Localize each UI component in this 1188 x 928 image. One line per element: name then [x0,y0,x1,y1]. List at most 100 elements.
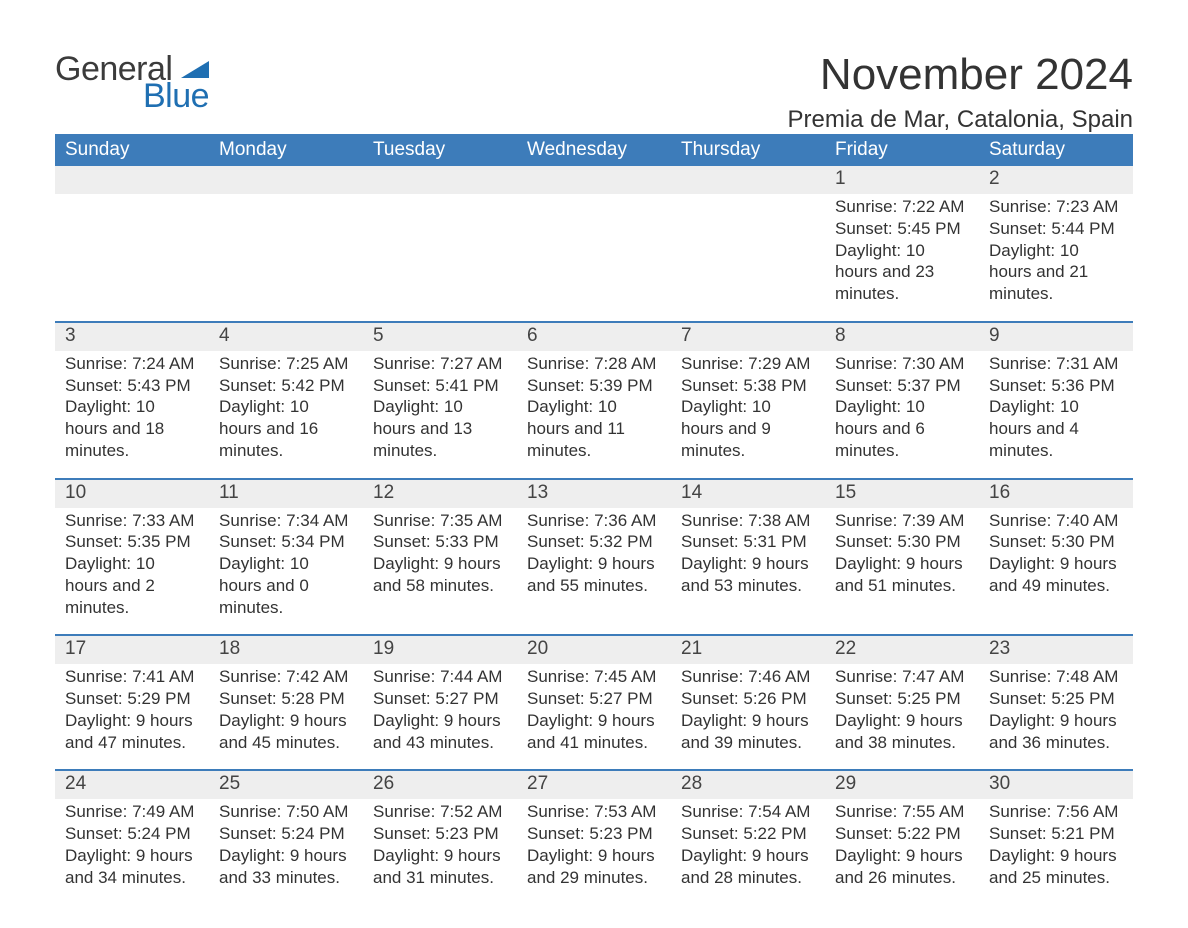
header: General Blue November 2024 Premia de Mar… [55,50,1133,116]
day-content: Sunrise: 7:46 AMSunset: 5:26 PMDaylight:… [671,664,825,753]
day-content: Sunrise: 7:48 AMSunset: 5:25 PMDaylight:… [979,664,1133,753]
day-number: 21 [671,636,825,664]
calendar-day: 18Sunrise: 7:42 AMSunset: 5:28 PMDayligh… [209,636,363,753]
calendar-header-row: Sunday Monday Tuesday Wednesday Thursday… [55,134,1133,166]
day-number: 23 [979,636,1133,664]
calendar-day [671,166,825,305]
calendar-day: 3Sunrise: 7:24 AMSunset: 5:43 PMDaylight… [55,323,209,462]
day-number [209,166,363,194]
sunrise-line: Sunrise: 7:30 AM [835,353,969,375]
sunset-line: Sunset: 5:36 PM [989,375,1123,397]
calendar-day: 2Sunrise: 7:23 AMSunset: 5:44 PMDaylight… [979,166,1133,305]
day-number: 26 [363,771,517,799]
day-content: Sunrise: 7:33 AMSunset: 5:35 PMDaylight:… [55,508,209,619]
sunset-line: Sunset: 5:43 PM [65,375,199,397]
calendar-day: 22Sunrise: 7:47 AMSunset: 5:25 PMDayligh… [825,636,979,753]
sunset-line: Sunset: 5:34 PM [219,531,353,553]
day-number: 1 [825,166,979,194]
sunset-line: Sunset: 5:29 PM [65,688,199,710]
day-number: 13 [517,480,671,508]
day-content: Sunrise: 7:28 AMSunset: 5:39 PMDaylight:… [517,351,671,462]
daylight-line: Daylight: 9 hours and 53 minutes. [681,553,815,597]
sunset-line: Sunset: 5:28 PM [219,688,353,710]
day-number [363,166,517,194]
sunset-line: Sunset: 5:24 PM [65,823,199,845]
sunset-line: Sunset: 5:32 PM [527,531,661,553]
day-content: Sunrise: 7:47 AMSunset: 5:25 PMDaylight:… [825,664,979,753]
daylight-line: Daylight: 9 hours and 33 minutes. [219,845,353,889]
daylight-line: Daylight: 9 hours and 25 minutes. [989,845,1123,889]
sunset-line: Sunset: 5:21 PM [989,823,1123,845]
daylight-line: Daylight: 10 hours and 2 minutes. [65,553,199,618]
day-content: Sunrise: 7:27 AMSunset: 5:41 PMDaylight:… [363,351,517,462]
day-number: 19 [363,636,517,664]
sunrise-line: Sunrise: 7:39 AM [835,510,969,532]
sunset-line: Sunset: 5:30 PM [989,531,1123,553]
day-content: Sunrise: 7:34 AMSunset: 5:34 PMDaylight:… [209,508,363,619]
calendar-day [55,166,209,305]
day-content: Sunrise: 7:52 AMSunset: 5:23 PMDaylight:… [363,799,517,888]
sunset-line: Sunset: 5:27 PM [373,688,507,710]
sunrise-line: Sunrise: 7:34 AM [219,510,353,532]
daylight-line: Daylight: 10 hours and 13 minutes. [373,396,507,461]
day-content: Sunrise: 7:53 AMSunset: 5:23 PMDaylight:… [517,799,671,888]
sunset-line: Sunset: 5:25 PM [989,688,1123,710]
sunset-line: Sunset: 5:35 PM [65,531,199,553]
daylight-line: Daylight: 9 hours and 34 minutes. [65,845,199,889]
daylight-line: Daylight: 9 hours and 29 minutes. [527,845,661,889]
daylight-line: Daylight: 9 hours and 45 minutes. [219,710,353,754]
calendar-day: 12Sunrise: 7:35 AMSunset: 5:33 PMDayligh… [363,480,517,619]
calendar-day [363,166,517,305]
daylight-line: Daylight: 9 hours and 36 minutes. [989,710,1123,754]
day-number: 22 [825,636,979,664]
day-content [55,194,209,196]
sunrise-line: Sunrise: 7:46 AM [681,666,815,688]
sunset-line: Sunset: 5:45 PM [835,218,969,240]
sunset-line: Sunset: 5:27 PM [527,688,661,710]
sunrise-line: Sunrise: 7:55 AM [835,801,969,823]
day-content: Sunrise: 7:25 AMSunset: 5:42 PMDaylight:… [209,351,363,462]
day-content: Sunrise: 7:29 AMSunset: 5:38 PMDaylight:… [671,351,825,462]
sunset-line: Sunset: 5:38 PM [681,375,815,397]
day-number: 9 [979,323,1133,351]
day-number: 29 [825,771,979,799]
sunset-line: Sunset: 5:44 PM [989,218,1123,240]
day-content: Sunrise: 7:31 AMSunset: 5:36 PMDaylight:… [979,351,1133,462]
calendar-day: 25Sunrise: 7:50 AMSunset: 5:24 PMDayligh… [209,771,363,888]
sunrise-line: Sunrise: 7:45 AM [527,666,661,688]
title-block: November 2024 Premia de Mar, Catalonia, … [787,50,1133,134]
day-number: 27 [517,771,671,799]
daylight-line: Daylight: 9 hours and 26 minutes. [835,845,969,889]
day-number: 12 [363,480,517,508]
sunrise-line: Sunrise: 7:33 AM [65,510,199,532]
daylight-line: Daylight: 10 hours and 4 minutes. [989,396,1123,461]
col-head-saturday: Saturday [979,134,1133,166]
col-head-sunday: Sunday [55,134,209,166]
col-head-thursday: Thursday [671,134,825,166]
daylight-line: Daylight: 9 hours and 43 minutes. [373,710,507,754]
calendar-day: 15Sunrise: 7:39 AMSunset: 5:30 PMDayligh… [825,480,979,619]
sunrise-line: Sunrise: 7:24 AM [65,353,199,375]
calendar-day: 9Sunrise: 7:31 AMSunset: 5:36 PMDaylight… [979,323,1133,462]
day-number: 20 [517,636,671,664]
calendar-week: 1Sunrise: 7:22 AMSunset: 5:45 PMDaylight… [55,166,1133,305]
daylight-line: Daylight: 10 hours and 6 minutes. [835,396,969,461]
day-content: Sunrise: 7:50 AMSunset: 5:24 PMDaylight:… [209,799,363,888]
sunset-line: Sunset: 5:25 PM [835,688,969,710]
day-number: 24 [55,771,209,799]
day-number: 4 [209,323,363,351]
day-content: Sunrise: 7:41 AMSunset: 5:29 PMDaylight:… [55,664,209,753]
day-number [55,166,209,194]
calendar-day: 19Sunrise: 7:44 AMSunset: 5:27 PMDayligh… [363,636,517,753]
sunset-line: Sunset: 5:24 PM [219,823,353,845]
calendar-day: 27Sunrise: 7:53 AMSunset: 5:23 PMDayligh… [517,771,671,888]
sunrise-line: Sunrise: 7:53 AM [527,801,661,823]
daylight-line: Daylight: 9 hours and 51 minutes. [835,553,969,597]
calendar-day: 30Sunrise: 7:56 AMSunset: 5:21 PMDayligh… [979,771,1133,888]
day-content: Sunrise: 7:55 AMSunset: 5:22 PMDaylight:… [825,799,979,888]
sunrise-line: Sunrise: 7:50 AM [219,801,353,823]
sunset-line: Sunset: 5:22 PM [681,823,815,845]
calendar-day: 13Sunrise: 7:36 AMSunset: 5:32 PMDayligh… [517,480,671,619]
daylight-line: Daylight: 10 hours and 23 minutes. [835,240,969,305]
day-number: 3 [55,323,209,351]
